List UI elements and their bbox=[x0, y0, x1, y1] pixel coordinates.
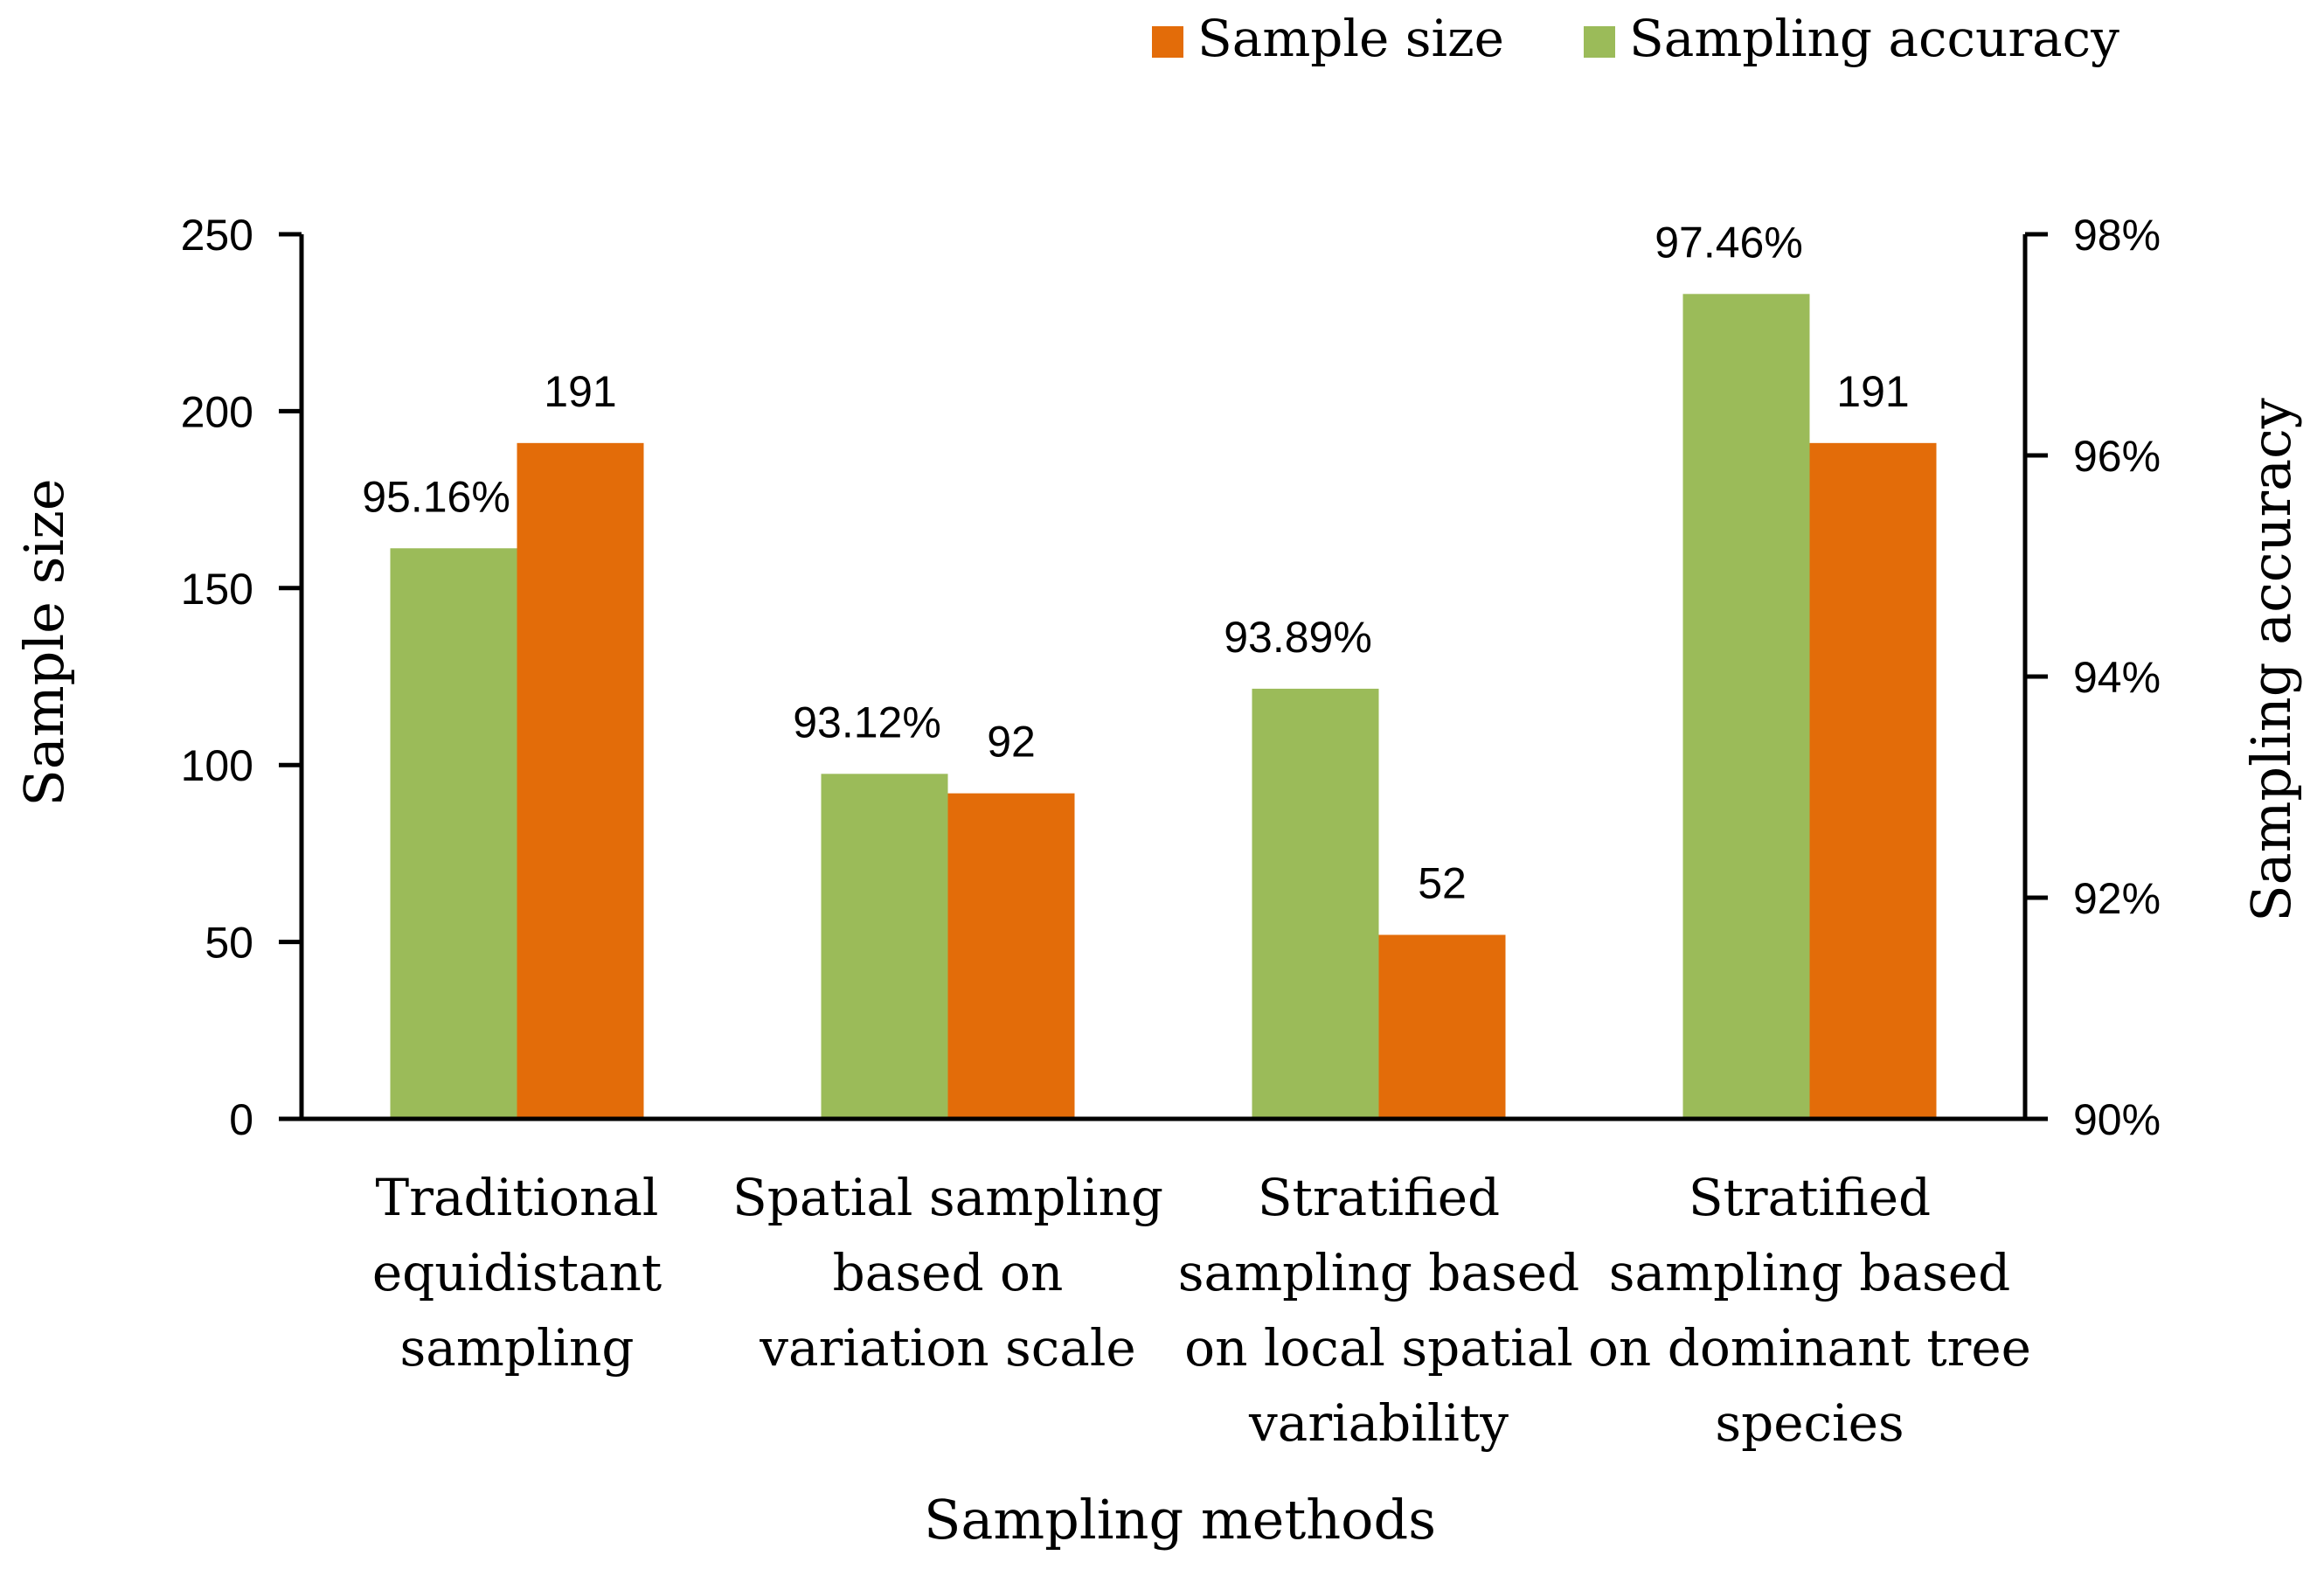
y2-axis-title: Sampling accuracy bbox=[2239, 398, 2303, 922]
category-label-line: species bbox=[1715, 1393, 1904, 1453]
y-tick-label: 0 bbox=[229, 1095, 253, 1144]
bar-sampling-accuracy-2 bbox=[821, 774, 948, 1119]
y-tick-label: 250 bbox=[181, 211, 253, 260]
category-label-3: Stratified sampling based on local spatial… bbox=[1178, 1168, 1579, 1453]
category-label-line: variation scale bbox=[759, 1318, 1135, 1378]
category-label-line: on local spatial bbox=[1184, 1318, 1573, 1378]
data-label-sampling-accuracy-1: 95.16% bbox=[362, 472, 510, 521]
category-label-line: sampling based bbox=[1178, 1243, 1579, 1302]
bar-sample-size-2 bbox=[947, 793, 1075, 1119]
legend: Sample size Sampling accuracy bbox=[1152, 9, 2119, 68]
data-label-sample-size-2: 92 bbox=[987, 718, 1036, 767]
data-label-sample-size-3: 52 bbox=[1418, 859, 1467, 908]
legend-swatch-sampling-accuracy bbox=[1584, 26, 1615, 58]
ticks: 0 50 100 150 200 250 90% 92% 94% 96% 98% bbox=[181, 211, 2161, 1144]
category-label-line: Stratified bbox=[1689, 1168, 1931, 1227]
category-label-line: on dominant tree bbox=[1588, 1318, 2031, 1378]
category-label-line: sampling based bbox=[1609, 1243, 2010, 1302]
y2-tick-label: 92% bbox=[2073, 874, 2161, 923]
legend-swatch-sample-size bbox=[1152, 26, 1183, 58]
data-label-sampling-accuracy-2: 93.12% bbox=[793, 698, 941, 746]
y2-tick-label: 90% bbox=[2073, 1095, 2161, 1144]
category-label-line: variability bbox=[1248, 1393, 1509, 1453]
y-axis-title: Sample size bbox=[12, 478, 76, 806]
data-labels: 95.16% 191 93.12% 92 93.89% 52 97.46% 191 bbox=[362, 218, 1910, 907]
legend-label-sampling-accuracy: Sampling accuracy bbox=[1629, 9, 2119, 68]
category-label-line: Traditional bbox=[376, 1168, 659, 1227]
category-label-line: sampling bbox=[399, 1318, 634, 1378]
y2-tick-label: 94% bbox=[2073, 653, 2161, 702]
data-label-sampling-accuracy-3: 93.89% bbox=[1224, 613, 1372, 662]
data-label-sample-size-4: 191 bbox=[1836, 367, 1909, 416]
bar-sampling-accuracy-3 bbox=[1252, 688, 1379, 1119]
category-label-1: Traditional equidistant sampling bbox=[372, 1168, 662, 1378]
data-label-sample-size-1: 191 bbox=[544, 367, 616, 416]
bar-sample-size-4 bbox=[1809, 442, 1937, 1119]
category-label-line: Stratified bbox=[1258, 1168, 1500, 1227]
y-tick-label: 150 bbox=[181, 565, 253, 614]
y2-tick-label: 96% bbox=[2073, 432, 2161, 481]
legend-label-sample-size: Sample size bbox=[1197, 9, 1504, 68]
category-label-line: equidistant bbox=[372, 1243, 662, 1302]
y-tick-label: 50 bbox=[205, 919, 253, 968]
x-axis-title: Sampling methods bbox=[924, 1488, 1436, 1552]
category-label-line: Spatial sampling bbox=[732, 1168, 1163, 1227]
bar-sampling-accuracy-4 bbox=[1682, 294, 1810, 1119]
category-label-4: Stratified sampling based on dominant tree… bbox=[1588, 1168, 2031, 1453]
category-label-line: based on bbox=[833, 1243, 1064, 1302]
data-label-sampling-accuracy-4: 97.46% bbox=[1655, 218, 1803, 267]
y-tick-label: 100 bbox=[181, 741, 253, 790]
bar-sample-size-1 bbox=[517, 442, 644, 1119]
y-tick-label: 200 bbox=[181, 387, 253, 436]
bar-sample-size-3 bbox=[1378, 934, 1506, 1119]
category-labels: Traditional equidistant sampling Spatial sa… bbox=[372, 1168, 2031, 1453]
bar-sampling-accuracy-1 bbox=[390, 548, 517, 1119]
y2-tick-label: 98% bbox=[2073, 211, 2161, 260]
bars bbox=[390, 294, 1937, 1119]
category-label-2: Spatial sampling based on variation scale bbox=[732, 1168, 1163, 1378]
